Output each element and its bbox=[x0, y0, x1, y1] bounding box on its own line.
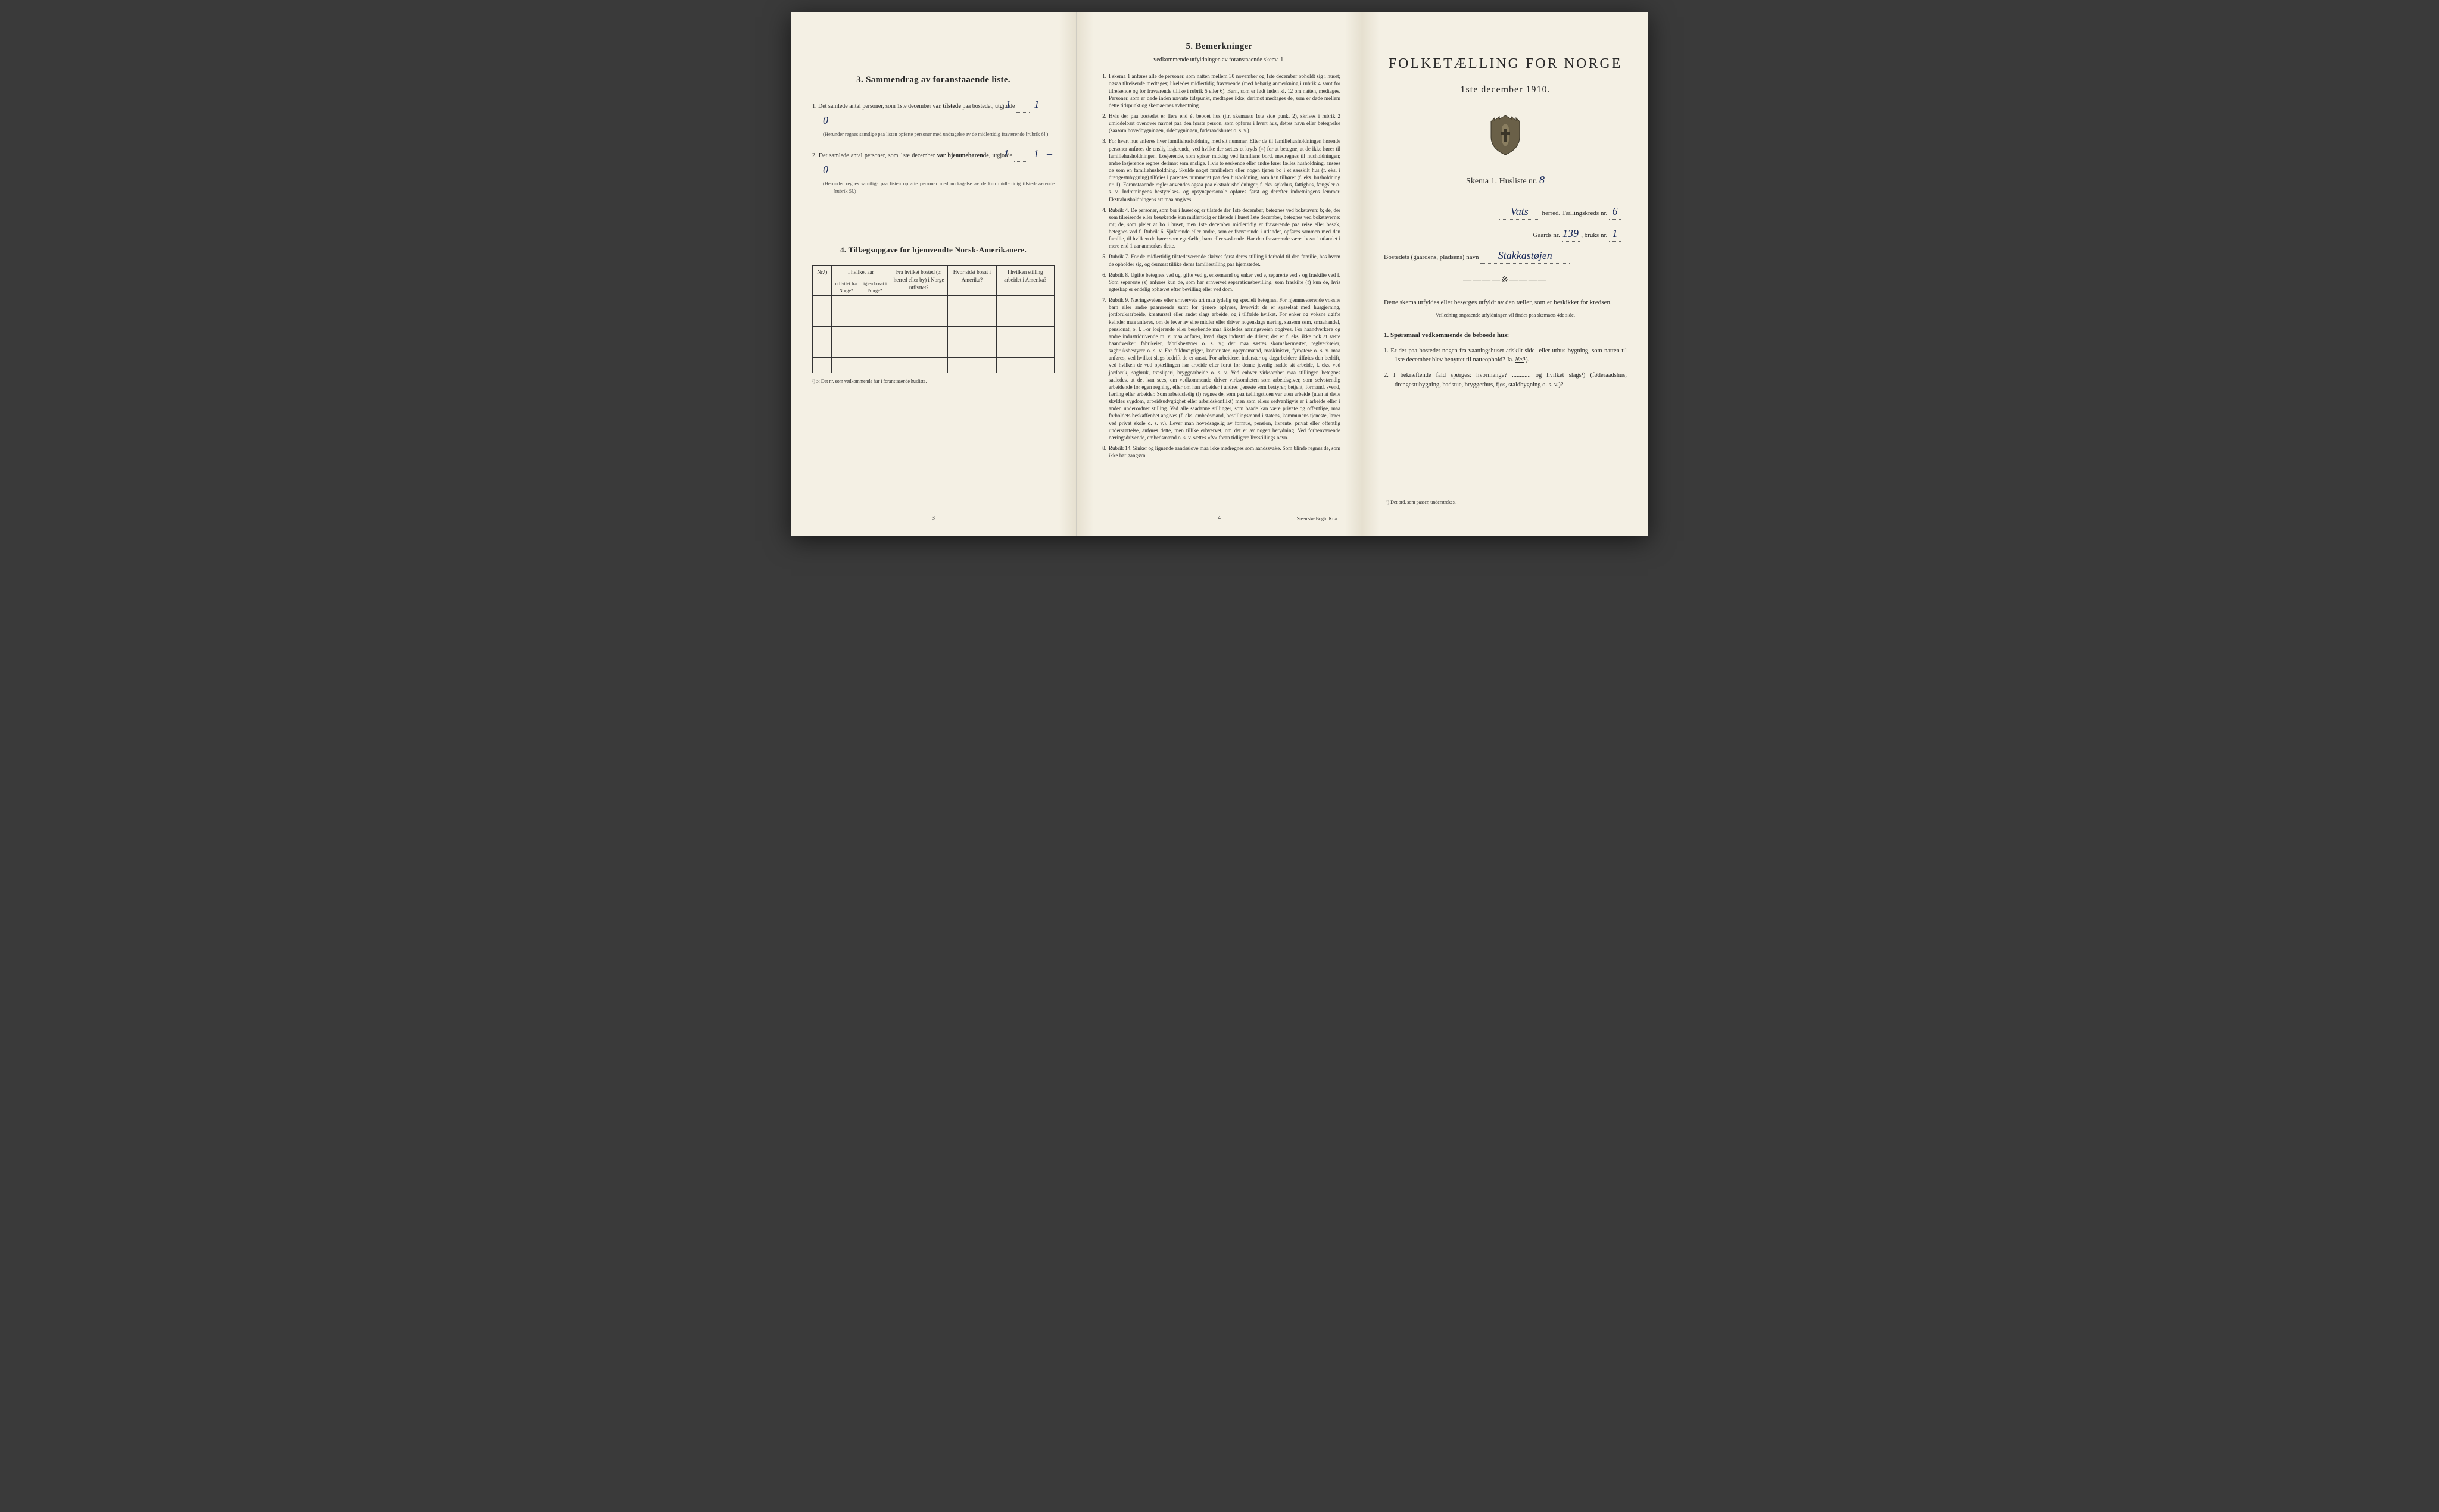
remark-4: 4.Rubrik 4. De personer, som bor i huset… bbox=[1098, 207, 1340, 250]
gaard-line: Gaards nr. 139 , bruks nr. 1 bbox=[1384, 226, 1627, 242]
remark-3: 3.For hvert hus anføres hver familiehush… bbox=[1098, 138, 1340, 202]
remark-1: 1.I skema 1 anføres alle de personer, so… bbox=[1098, 73, 1340, 109]
skema-line: Skema 1. Husliste nr. 8 bbox=[1384, 172, 1627, 188]
emigrant-table-wrap: Nr.¹) I hvilket aar Fra hvilket bosted (… bbox=[812, 265, 1055, 385]
col-amerika: Hvor sidst bosat i Amerika? bbox=[948, 265, 996, 295]
hand-tilstede-a: 1 bbox=[1006, 98, 1011, 110]
emigrant-tbody bbox=[813, 296, 1055, 373]
hand-gaard: 139 bbox=[1562, 226, 1580, 242]
herred-line: Vats herred. Tællingskreds nr. 6 bbox=[1384, 204, 1627, 220]
section-5-title: 5. Bemerkninger bbox=[1098, 40, 1340, 54]
col-aar: I hvilket aar bbox=[832, 265, 890, 279]
census-date: 1ste december 1910. bbox=[1384, 83, 1627, 96]
filler-instruction: Dette skema utfyldes eller besørges utfy… bbox=[1384, 298, 1627, 308]
section-3-title: 3. Sammendrag av foranstaaende liste. bbox=[812, 74, 1055, 87]
page-title-page: FOLKETÆLLING FOR NORGE 1ste december 191… bbox=[1362, 12, 1648, 536]
document-spread: 3. Sammendrag av foranstaaende liste. 1.… bbox=[791, 12, 1648, 536]
remark-2: 2.Hvis der paa bostedet er flere end ét … bbox=[1098, 113, 1340, 134]
ornament-divider: ————※———— bbox=[1384, 274, 1627, 286]
question-2: 2. I bekræftende fald spørges: hvormange… bbox=[1384, 371, 1627, 390]
remark-6: 6.Rubrik 8. Ugifte betegnes ved ug, gift… bbox=[1098, 271, 1340, 293]
summary-item-2: 2. Det samlede antal personer, som 1ste … bbox=[812, 146, 1055, 195]
coat-of-arms-icon bbox=[1384, 113, 1627, 160]
col-nr: Nr.¹) bbox=[813, 265, 832, 295]
table-footnote: ¹) ɔ: Det nr. som vedkommende har i fora… bbox=[812, 378, 1055, 385]
hand-husliste-nr: 8 bbox=[1539, 174, 1545, 186]
printer-credit: Steen'ske Bogtr. Kr.a. bbox=[1297, 516, 1338, 523]
table-row bbox=[813, 327, 1055, 342]
table-row bbox=[813, 311, 1055, 327]
page-number-4: 4 bbox=[1218, 514, 1221, 523]
hand-answer-nei: Nei bbox=[1515, 357, 1524, 363]
summary-note-2: (Herunder regnes samtlige paa listen opf… bbox=[823, 180, 1055, 195]
page-3: 3. Sammendrag av foranstaaende liste. 1.… bbox=[791, 12, 1077, 536]
emigrant-table: Nr.¹) I hvilket aar Fra hvilket bosted (… bbox=[812, 265, 1055, 373]
table-row bbox=[813, 296, 1055, 311]
hand-bosted: Stakkastøjen bbox=[1480, 248, 1570, 264]
remarks-list: 1.I skema 1 anføres alle de personer, so… bbox=[1098, 73, 1340, 459]
question-1: 1. Er der paa bostedet nogen fra vaaning… bbox=[1384, 346, 1627, 365]
bosted-line: Bostedets (gaardens, pladsens) navn Stak… bbox=[1384, 248, 1627, 264]
section-4-title: 4. Tillægsopgave for hjemvendte Norsk-Am… bbox=[812, 245, 1055, 256]
table-row bbox=[813, 358, 1055, 373]
hand-herred: Vats bbox=[1499, 204, 1540, 220]
subcol-utflyttet: utflyttet fra Norge? bbox=[832, 279, 860, 295]
remark-5: 5.Rubrik 7. For de midlertidig tilstedev… bbox=[1098, 253, 1340, 267]
page-4: 5. Bemerkninger vedkommende utfyldningen… bbox=[1077, 12, 1362, 536]
table-row bbox=[813, 342, 1055, 358]
col-stilling: I hvilken stilling arbeidet i Amerika? bbox=[996, 265, 1054, 295]
summary-item-1: 1. Det samlede antal personer, som 1ste … bbox=[812, 96, 1055, 138]
hand-hjemme-a: 1 bbox=[1003, 148, 1009, 160]
page-number-3: 3 bbox=[932, 514, 935, 523]
right-footnote: ¹) Det ord, som passer, understrekes. bbox=[1386, 499, 1456, 506]
summary-list: 1. Det samlede antal personer, som 1ste … bbox=[812, 96, 1055, 195]
summary-note-1: (Herunder regnes samtlige paa listen opf… bbox=[823, 130, 1055, 138]
col-bosted: Fra hvilket bosted (ɔ: herred eller by) … bbox=[890, 265, 947, 295]
hand-kreds: 6 bbox=[1609, 204, 1621, 220]
census-title: FOLKETÆLLING FOR NORGE bbox=[1384, 54, 1627, 74]
remark-7: 7.Rubrik 9. Næringsveiens eller erhverve… bbox=[1098, 296, 1340, 441]
questions-heading: 1. Spørsmaal vedkommende de beboede hus: bbox=[1384, 331, 1627, 340]
questions-list: 1. Er der paa bostedet nogen fra vaaning… bbox=[1384, 346, 1627, 390]
filler-instruction-sub: Veiledning angaaende utfyldningen vil fi… bbox=[1384, 311, 1627, 318]
section-5-sub: vedkommende utfyldningen av foranstaaend… bbox=[1098, 56, 1340, 65]
subcol-bosat: igjen bosat i Norge? bbox=[860, 279, 890, 295]
remark-8: 8.Rubrik 14. Sinker og lignende aandsslo… bbox=[1098, 445, 1340, 459]
hand-bruk: 1 bbox=[1609, 226, 1621, 242]
